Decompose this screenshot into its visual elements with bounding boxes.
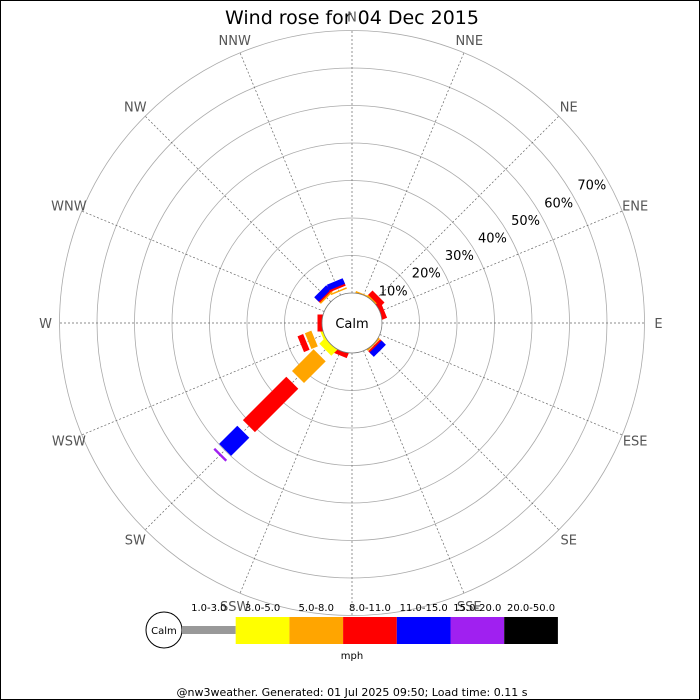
sector-sw-bin-4	[219, 425, 250, 456]
direction-label-nw: NW	[124, 100, 147, 115]
speed-legend: Calm 1.0-3.0 3.0-5.0 5.0-8.0 8.0-11.0 11.0-1…	[145, 603, 558, 662]
direction-label-ne: NE	[560, 100, 578, 115]
spoke-nw	[144, 115, 332, 303]
sector-wsw-bin-3	[297, 334, 310, 353]
spoke-sse	[363, 350, 465, 594]
spoke-se	[372, 343, 560, 531]
spoke-ene	[379, 210, 623, 312]
legend-calm-label: Calm	[151, 626, 177, 637]
radial-tick-label: 30%	[445, 249, 474, 264]
direction-label-nne: NNE	[455, 34, 483, 49]
spoke-wnw	[81, 210, 325, 312]
direction-label-wnw: WNW	[51, 200, 87, 215]
radial-tick-label: 70%	[577, 179, 606, 194]
chart-title: Wind rose for 04 Dec 2015	[225, 7, 479, 29]
legend-bin-label: 20.0-50.0	[507, 603, 555, 614]
direction-label-sw: SW	[125, 534, 146, 549]
polar-grid	[59, 30, 645, 616]
direction-label-sse: SSE	[457, 600, 482, 615]
direction-label-e: E	[654, 317, 662, 332]
sector-nnw-bin-2	[330, 287, 347, 296]
radial-tick-label: 20%	[412, 267, 441, 282]
footer-text: @nw3weather. Generated: 01 Jul 2025 09:5…	[177, 686, 528, 699]
direction-label-se: SE	[560, 534, 576, 549]
direction-labels: NNNENEENEEESESESSESSSWSWWSWWWNWNWNNW	[39, 11, 663, 639]
calm-circle	[321, 292, 383, 354]
calm-center: Calm	[321, 292, 383, 354]
direction-label-ene: ENE	[622, 200, 648, 215]
grid-ring	[59, 30, 645, 616]
radial-tick-label: 40%	[478, 231, 507, 246]
direction-label-n: N	[347, 11, 357, 26]
sector-sw-bin-2	[292, 349, 326, 383]
sector-nw-bin-4	[314, 285, 331, 302]
legend-swatch-5	[450, 617, 505, 644]
legend-unit: mph	[341, 651, 363, 662]
sector-se-bin-4	[369, 340, 386, 357]
legend-bin-label: 5.0-8.0	[299, 603, 334, 614]
direction-label-w: W	[39, 317, 52, 332]
radial-tick-label: 50%	[511, 214, 540, 229]
legend-swatch-6	[504, 617, 558, 644]
calm-label: Calm	[335, 317, 368, 332]
legend-swatch-0	[182, 626, 236, 634]
legend-bin-label: 15.0-20.0	[453, 603, 501, 614]
sector-wsw-bin-2	[304, 330, 318, 349]
sector-sw-bin-5	[213, 447, 228, 462]
grid-ring	[246, 217, 458, 429]
spoke-ne	[372, 115, 560, 303]
legend-bin-label: 8.0-11.0	[349, 603, 391, 614]
radial-tick-label: 60%	[544, 196, 573, 211]
direction-label-ssw: SSW	[220, 600, 250, 615]
sector-sw-bin-3	[242, 376, 299, 433]
direction-label-wsw: WSW	[52, 434, 86, 449]
legend-bin-label: 1.0-3.0	[191, 603, 226, 614]
legend-bin-label: 3.0-5.0	[245, 603, 280, 614]
radial-tick-label: 10%	[379, 284, 408, 299]
legend-swatch-3	[343, 617, 397, 644]
spoke-nnw	[239, 52, 341, 296]
direction-label-nnw: NNW	[219, 34, 251, 49]
sector-nw-bin-2	[319, 290, 333, 304]
sector-nnw-bin-4	[326, 278, 345, 291]
legend-swatch-2	[289, 617, 344, 644]
radial-tick-labels: 10% 20% 30% 40% 50% 60% 70%	[379, 179, 607, 300]
grid-ring	[134, 105, 570, 541]
direction-label-ese: ESE	[623, 434, 648, 449]
legend-bin-label: 11.0-15.0	[400, 603, 448, 614]
spoke-ese	[379, 334, 623, 436]
legend-swatch-4	[396, 617, 451, 644]
legend-swatch-1	[235, 617, 290, 644]
